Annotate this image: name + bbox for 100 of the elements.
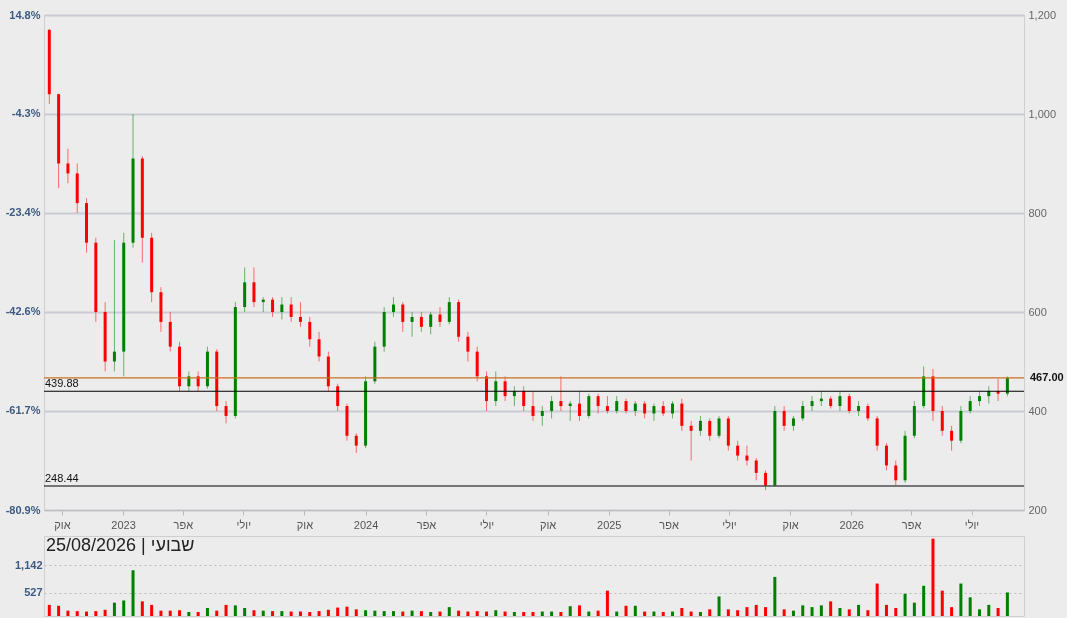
y-tick-label: 200 bbox=[1028, 503, 1047, 516]
y2-tick-label: 14.8% bbox=[9, 8, 41, 21]
bar bbox=[671, 611, 675, 616]
y2-tick-label: -80.9% bbox=[5, 503, 41, 516]
bar bbox=[522, 612, 526, 616]
bar bbox=[922, 585, 926, 616]
y2-tick-label: -42.6% bbox=[5, 305, 41, 318]
y-tick-label: 400 bbox=[1028, 404, 1047, 417]
bar bbox=[354, 609, 358, 616]
bar bbox=[243, 608, 247, 616]
bar bbox=[57, 605, 61, 616]
y-tick-label: 1,142 bbox=[14, 558, 43, 571]
bar bbox=[931, 538, 935, 616]
bar bbox=[605, 590, 609, 616]
bar bbox=[643, 611, 647, 616]
x-tick-label: אוק bbox=[782, 518, 799, 531]
bar bbox=[75, 611, 79, 616]
bar bbox=[959, 583, 963, 616]
bar bbox=[494, 610, 498, 616]
bar bbox=[773, 576, 777, 616]
bar bbox=[596, 610, 600, 616]
ref-line-label: 467.00 bbox=[1030, 370, 1064, 383]
bar bbox=[364, 610, 368, 616]
bar bbox=[866, 610, 870, 616]
bar bbox=[680, 608, 684, 616]
bar bbox=[698, 612, 702, 616]
x-tick-label: אוק bbox=[296, 518, 314, 531]
bar bbox=[503, 611, 507, 616]
bar bbox=[540, 611, 544, 616]
bar bbox=[47, 604, 51, 616]
candlestick bbox=[233, 301, 237, 419]
bar bbox=[419, 611, 423, 616]
x-tick-label: יולי bbox=[479, 518, 495, 531]
bar bbox=[550, 611, 554, 616]
bar bbox=[977, 609, 981, 616]
bar bbox=[345, 606, 349, 616]
bar bbox=[382, 611, 386, 616]
bar bbox=[205, 608, 209, 616]
bar bbox=[568, 606, 572, 616]
bar bbox=[484, 611, 488, 616]
bar bbox=[187, 612, 191, 616]
bar bbox=[764, 607, 768, 616]
bar bbox=[531, 612, 535, 616]
bar bbox=[940, 590, 944, 616]
candlestick bbox=[810, 395, 814, 412]
bar bbox=[726, 609, 730, 616]
bar bbox=[103, 609, 107, 616]
bar bbox=[754, 604, 758, 616]
bar bbox=[512, 612, 516, 616]
bar bbox=[457, 610, 461, 616]
bar bbox=[298, 611, 302, 616]
x-tick-label: יולי bbox=[722, 518, 737, 531]
ref-line-label: 248.44 bbox=[45, 472, 79, 485]
x-tick-label: אפר bbox=[416, 518, 437, 531]
bar bbox=[1005, 592, 1009, 616]
bar bbox=[280, 611, 284, 616]
bar bbox=[326, 609, 330, 616]
x-tick-label: 2024 bbox=[353, 518, 379, 531]
ref-line-label: 439.88 bbox=[45, 377, 79, 390]
bar bbox=[271, 611, 275, 616]
bar bbox=[233, 605, 237, 616]
y-tick-label: 1,200 bbox=[1028, 8, 1057, 21]
bar bbox=[140, 601, 144, 616]
bar bbox=[782, 609, 786, 616]
bar bbox=[308, 612, 312, 616]
bar bbox=[131, 570, 135, 616]
y-tick-label: 800 bbox=[1028, 206, 1047, 219]
bar bbox=[633, 605, 637, 616]
bar bbox=[717, 596, 721, 616]
bar bbox=[987, 604, 991, 616]
x-tick-label: 2026 bbox=[839, 518, 864, 531]
bar bbox=[373, 610, 377, 616]
bar bbox=[66, 610, 70, 616]
bar bbox=[336, 607, 340, 616]
y2-tick-label: -61.7% bbox=[5, 404, 41, 417]
x-tick-label: אפר bbox=[173, 518, 194, 531]
bar bbox=[661, 612, 665, 616]
candlestick bbox=[773, 405, 777, 487]
bar bbox=[122, 600, 126, 616]
bar bbox=[950, 607, 954, 616]
bar bbox=[968, 597, 972, 616]
bar bbox=[578, 605, 582, 616]
candlestick bbox=[364, 375, 368, 449]
bar bbox=[196, 612, 200, 616]
bar bbox=[894, 608, 898, 616]
bar bbox=[652, 611, 656, 616]
y-tick-label: 1,000 bbox=[1028, 107, 1057, 120]
bar bbox=[875, 583, 879, 616]
bar bbox=[429, 612, 433, 616]
bar bbox=[996, 608, 1000, 616]
x-tick-label: יולי bbox=[236, 518, 252, 531]
bar bbox=[847, 609, 851, 616]
bar bbox=[215, 610, 219, 616]
x-tick-label: 2025 bbox=[597, 518, 622, 531]
y-tick-label: 527 bbox=[24, 586, 43, 599]
bar bbox=[801, 605, 805, 616]
bar bbox=[791, 610, 795, 616]
bar bbox=[466, 611, 470, 616]
bar bbox=[112, 602, 116, 616]
bar bbox=[819, 605, 823, 616]
